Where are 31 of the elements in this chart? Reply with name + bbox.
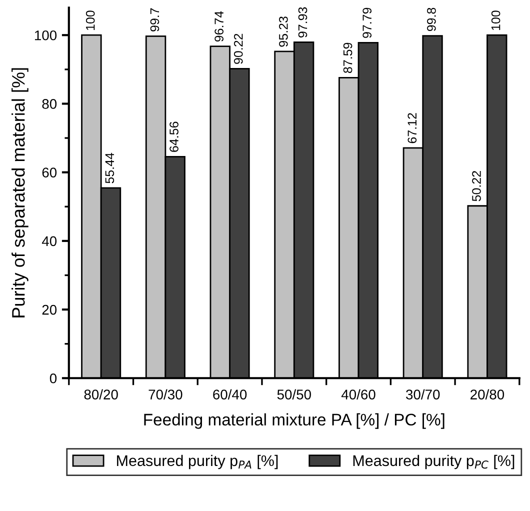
data-label: 67.12 (408, 113, 417, 144)
data-label: 50.22 (472, 171, 481, 202)
x-tick-label: 80/20 (84, 389, 118, 400)
data-label: 100 (86, 10, 95, 30)
y-tick-label: 60 (42, 168, 57, 178)
x-tick-label: 20/80 (470, 389, 504, 400)
data-label: 64.56 (170, 122, 178, 152)
y-axis-title: Purity of separated material [%] (12, 68, 28, 318)
y-tick-label: 0 (50, 373, 57, 384)
x-tick-label: 60/40 (213, 389, 247, 400)
data-label: 100 (491, 10, 500, 30)
y-tick-label: 80 (42, 99, 57, 109)
data-label: 87.59 (343, 42, 352, 73)
data-label: 99.7 (150, 8, 160, 32)
data-label: 99.8 (427, 8, 436, 32)
y-tick-label: 20 (42, 304, 57, 315)
x-tick-label: 40/60 (341, 389, 376, 400)
data-label: 97.93 (298, 7, 308, 38)
data-label: 90.22 (234, 34, 243, 64)
data-label: 95.23 (279, 16, 288, 47)
x-tick-label: 70/30 (148, 389, 182, 400)
data-label: 55.44 (105, 152, 114, 184)
legend-label: Measured purity p$_{PC}$ [%] (353, 454, 514, 470)
x-tick-label: 30/70 (406, 389, 440, 400)
x-tick-label: 50/50 (277, 389, 311, 400)
legend-label: Measured purity p$_{PA}$ [%] (117, 454, 278, 470)
x-axis-title: Feeding material mixture PA [%] / PC [%] (144, 413, 444, 429)
y-tick-label: 100 (34, 30, 57, 40)
y-tick-label: 40 (42, 236, 57, 246)
data-label: 97.79 (362, 8, 372, 38)
data-label: 96.74 (214, 11, 224, 42)
